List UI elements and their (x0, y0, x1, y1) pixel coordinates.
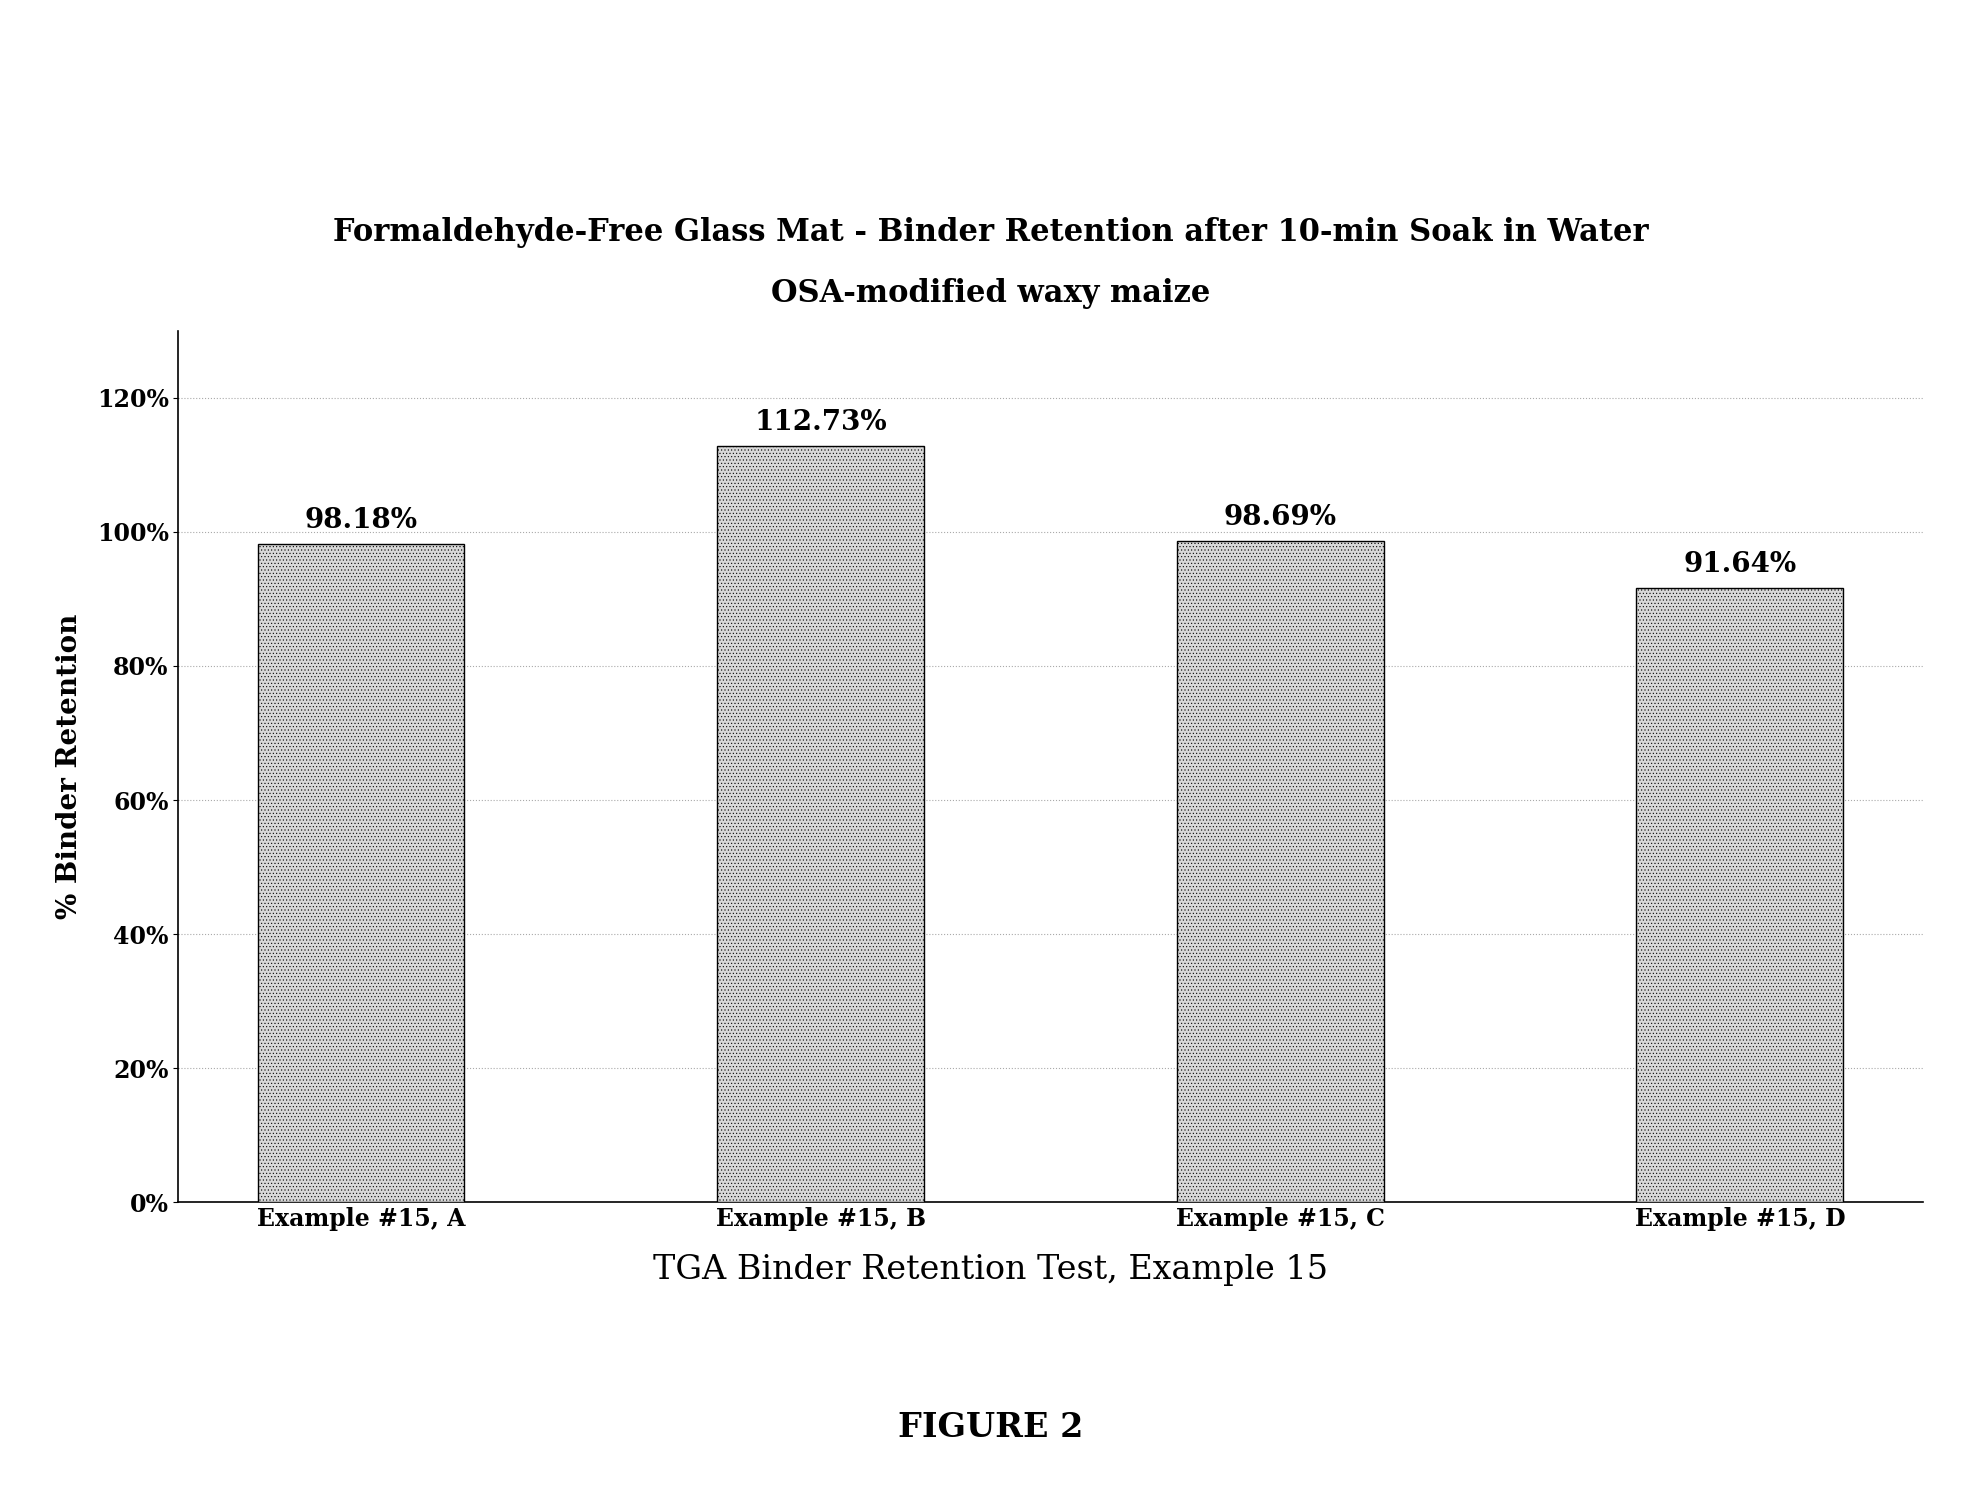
Bar (1637, 588, 1843, 1202)
Text: Formaldehyde-Free Glass Mat - Binder Retention after 10-min Soak in Water: Formaldehyde-Free Glass Mat - Binder Ret… (333, 218, 1649, 248)
Text: OSA-modified waxy maize: OSA-modified waxy maize (771, 278, 1211, 308)
Text: 98.69%: 98.69% (1223, 504, 1336, 531)
Y-axis label: % Binder Retention: % Binder Retention (55, 613, 83, 920)
Text: 112.73%: 112.73% (755, 409, 888, 436)
Bar (258, 544, 464, 1202)
Text: TGA Binder Retention Test, Example 15: TGA Binder Retention Test, Example 15 (654, 1254, 1328, 1287)
Text: 91.64%: 91.64% (1683, 550, 1796, 577)
Bar (717, 446, 924, 1202)
Text: 98.18%: 98.18% (305, 507, 418, 534)
Bar (1177, 541, 1383, 1202)
Text: FIGURE 2: FIGURE 2 (898, 1411, 1084, 1444)
